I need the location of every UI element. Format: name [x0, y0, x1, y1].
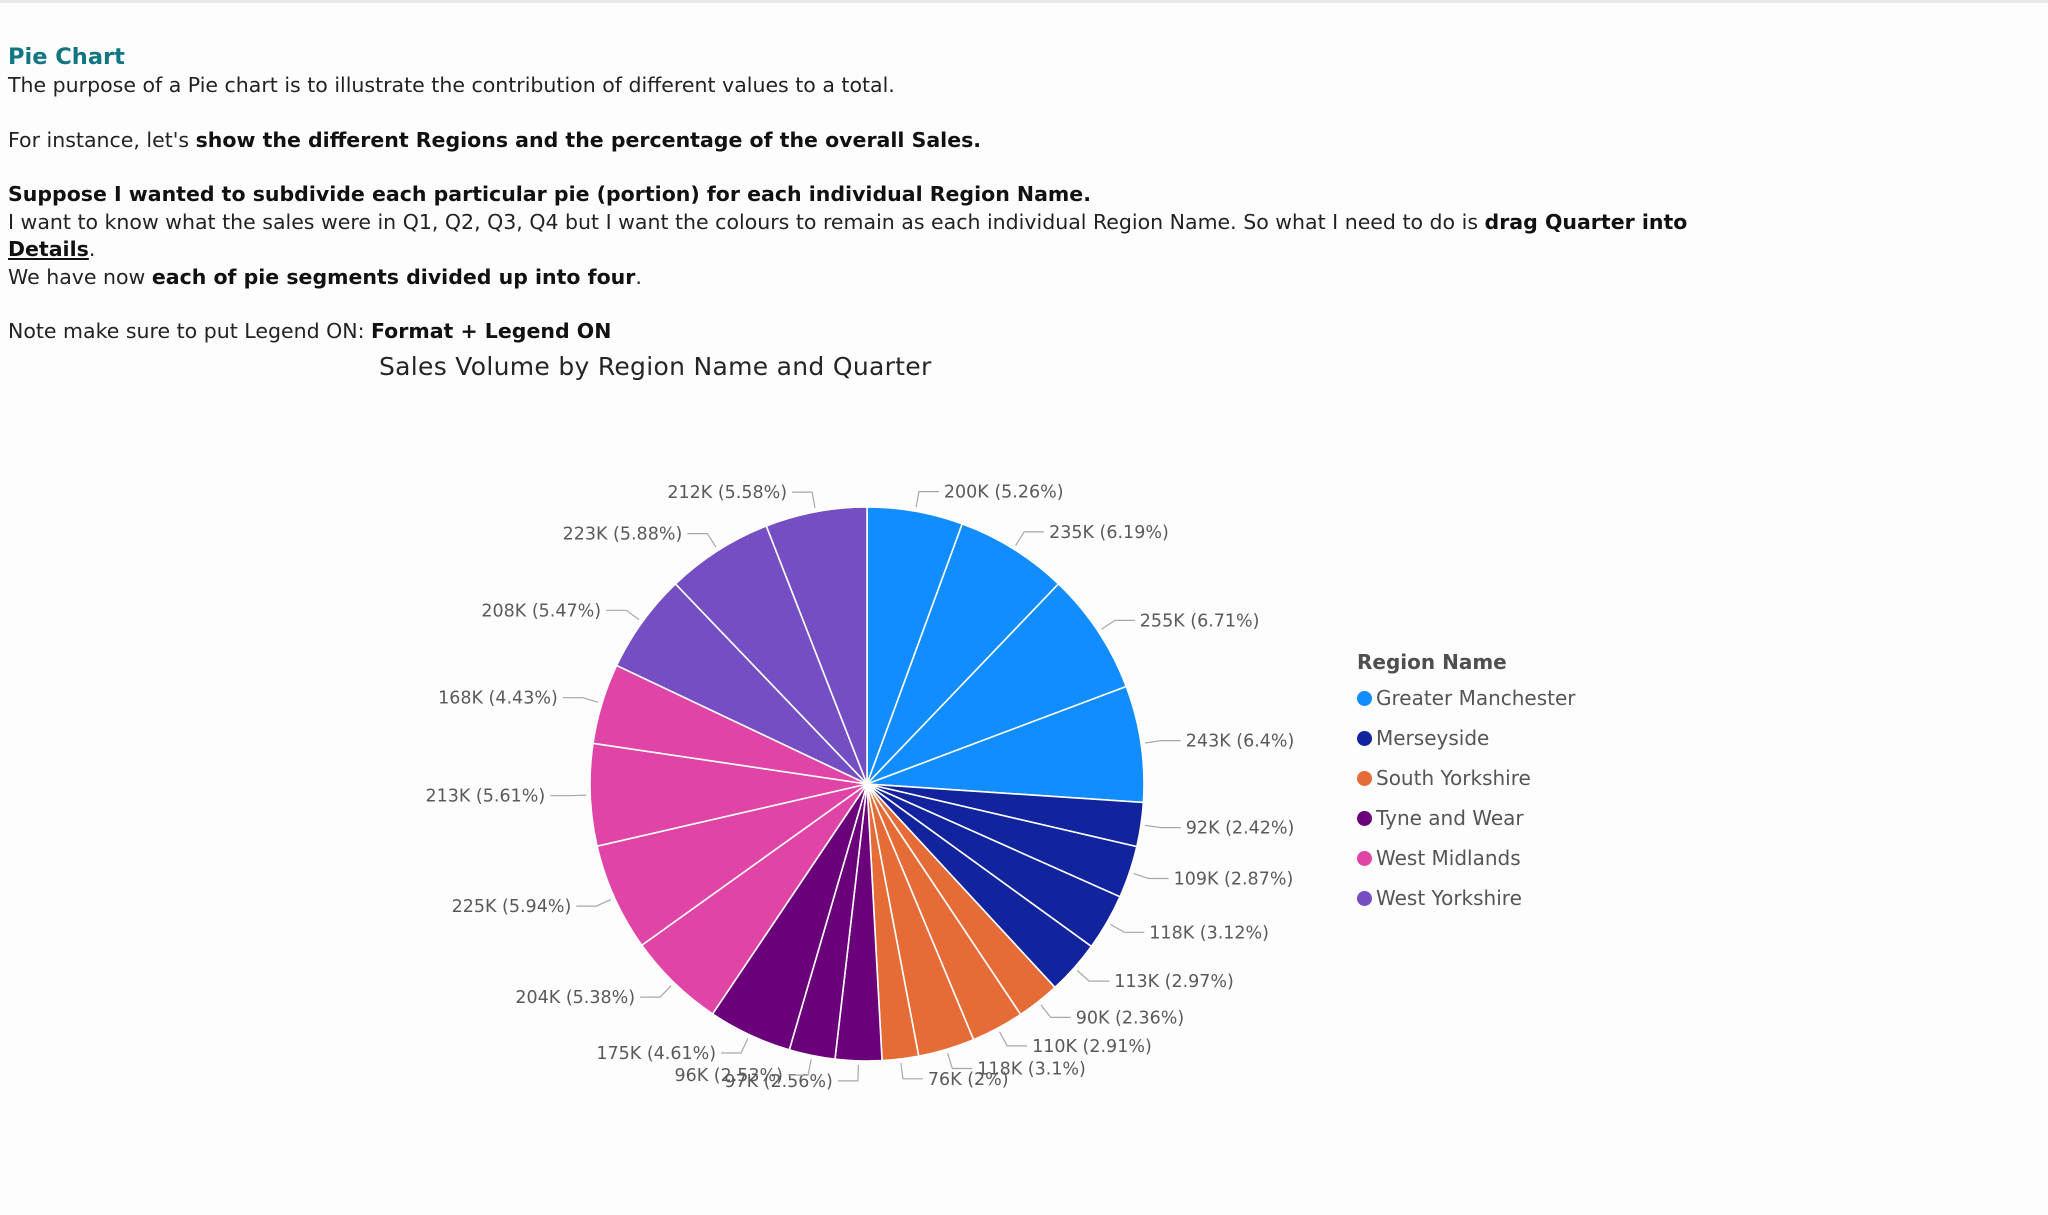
- legend-label-tyne-and-wear: Tyne and Wear: [1376, 806, 1524, 830]
- legend-dot-greater-manchester: [1357, 690, 1372, 706]
- pie-slice-greater-manchester-2[interactable]: [866, 522, 1060, 785]
- leader-line-18: [550, 794, 587, 797]
- leader-line-7: [1110, 923, 1145, 933]
- data-label-16: 204K (5.38%): [515, 988, 635, 1008]
- data-label-18: 213K (5.61%): [425, 787, 545, 807]
- leader-line-15: [721, 1038, 749, 1054]
- data-label-17: 225K (5.94%): [452, 897, 572, 917]
- segments-end: .: [635, 264, 642, 289]
- pie-slice-greater-manchester-4[interactable]: [866, 685, 1145, 804]
- legend-item-greater-manchester[interactable]: Greater Manchester: [1357, 678, 1576, 718]
- data-label-14: 96K (2.53%): [674, 1066, 783, 1086]
- leader-line-2: [1015, 531, 1045, 546]
- subdivide-line: Suppose I wanted to subdivide each parti…: [8, 181, 1708, 209]
- data-label-15: 175K (4.61%): [596, 1044, 716, 1064]
- leader-line-12: [900, 1062, 923, 1080]
- legend-label-south-yorkshire: South Yorkshire: [1376, 766, 1531, 790]
- instance-pre: For instance, let's: [8, 127, 196, 152]
- leader-line-19: [562, 697, 599, 703]
- legend-dot-west-yorkshire: [1357, 890, 1372, 906]
- leader-line-5: [1144, 824, 1181, 829]
- legend-item-tyne-and-wear[interactable]: Tyne and Wear: [1357, 798, 1576, 838]
- legend-dot-west-midlands: [1357, 850, 1372, 866]
- legend-label-west-midlands: West Midlands: [1376, 846, 1521, 870]
- pie-slices: [589, 506, 1145, 1062]
- legend-label-west-yorkshire: West Yorkshire: [1376, 886, 1522, 910]
- leader-line-6: [1133, 872, 1169, 880]
- leader-line-17: [576, 899, 612, 907]
- legend-dot-tyne-and-wear: [1357, 810, 1372, 826]
- instance-bold: show the different Regions and the perce…: [195, 127, 982, 152]
- intro-line: The purpose of a Pie chart is to illustr…: [8, 72, 1708, 100]
- leader-line-16: [640, 985, 672, 998]
- legend-item-west-midlands[interactable]: West Midlands: [1357, 838, 1576, 878]
- data-label-3: 255K (6.71%): [1140, 611, 1260, 631]
- pie-slice-greater-manchester-3[interactable]: [866, 582, 1128, 785]
- leader-line-1: [915, 491, 939, 508]
- pie-labels: 200K (5.26%) 235K (6.19%) 255K (6.71%) 243K…: [425, 483, 1294, 1092]
- leader-line-9: [1040, 1004, 1071, 1019]
- legend-note-bold: Format + Legend ON: [371, 319, 612, 343]
- instance-line: For instance, let's show the different R…: [8, 127, 1708, 155]
- quarter-pre: I want to know what the sales were in Q1…: [8, 209, 1485, 234]
- leader-line-8: [1076, 970, 1110, 982]
- data-label-5: 92K (2.42%): [1186, 819, 1295, 839]
- data-label-13: 97K (2.56%): [724, 1072, 833, 1092]
- quarter-bold: drag Quarter into: [1484, 209, 1688, 234]
- data-label-1: 200K (5.26%): [944, 483, 1064, 503]
- legend-note-pre: Note make sure to put Legend ON:: [8, 319, 371, 343]
- notes-text: Pie Chart The purpose of a Pie chart is …: [8, 42, 1708, 346]
- leader-line-3: [1101, 619, 1135, 630]
- segments-pre: We have now: [8, 264, 152, 289]
- segments-bold: each of pie segments divided up into fou…: [151, 264, 636, 289]
- quarter-end: .: [88, 237, 96, 261]
- data-label-9: 90K (2.36%): [1076, 1008, 1185, 1028]
- legend-label-greater-manchester: Greater Manchester: [1376, 686, 1576, 710]
- leader-line-22: [792, 491, 816, 508]
- subdivide-bold: Suppose I wanted to subdivide each parti…: [8, 182, 1091, 206]
- data-label-7: 118K (3.12%): [1149, 923, 1269, 943]
- leader-line-14: [788, 1059, 812, 1076]
- legend-dot-merseyside: [1357, 730, 1372, 746]
- leader-line-21: [687, 532, 717, 548]
- pie-slice-west-yorkshire-22[interactable]: [765, 506, 868, 785]
- legend-label-merseyside: Merseyside: [1376, 726, 1490, 750]
- leader-line-13: [837, 1064, 859, 1082]
- intro-text: The purpose of a Pie chart is to illustr…: [8, 73, 895, 97]
- data-label-22: 212K (5.58%): [667, 483, 787, 503]
- leader-line-20: [606, 609, 640, 621]
- details-link[interactable]: Details: [8, 237, 89, 261]
- segments-line: We have now each of pie segments divided…: [8, 264, 1708, 292]
- data-label-2: 235K (6.19%): [1049, 523, 1169, 543]
- top-border: [0, 0, 2048, 3]
- legend-note-line: Note make sure to put Legend ON: Format …: [8, 318, 1708, 346]
- legend-items: Greater Manchester Merseyside South Yorksh…: [1357, 678, 1576, 918]
- page-title: Pie Chart: [8, 44, 125, 70]
- leader-line-10: [999, 1031, 1028, 1047]
- data-label-11: 118K (3.1%): [977, 1060, 1086, 1080]
- data-label-10: 110K (2.91%): [1032, 1037, 1152, 1057]
- legend-dot-south-yorkshire: [1357, 770, 1372, 786]
- data-label-8: 113K (2.97%): [1114, 972, 1234, 992]
- leader-line-4: [1144, 739, 1181, 744]
- data-label-4: 243K (6.4%): [1186, 732, 1295, 752]
- legend-item-south-yorkshire[interactable]: South Yorkshire: [1357, 758, 1576, 798]
- chart-title: Sales Volume by Region Name and Quarter: [379, 352, 932, 381]
- legend-title: Region Name: [1357, 650, 1507, 674]
- data-label-12: 76K (2%): [928, 1070, 1009, 1090]
- data-label-19: 168K (4.43%): [438, 689, 558, 709]
- data-label-20: 208K (5.47%): [481, 601, 601, 621]
- leader-line-11: [947, 1053, 973, 1070]
- data-label-6: 109K (2.87%): [1174, 870, 1294, 890]
- legend: Region Name Greater Manchester Merseyside…: [1357, 650, 1576, 918]
- data-label-21: 223K (5.88%): [563, 525, 683, 545]
- legend-item-west-yorkshire[interactable]: West Yorkshire: [1357, 878, 1576, 918]
- quarter-line: I want to know what the sales were in Q1…: [8, 209, 1708, 264]
- legend-item-merseyside[interactable]: Merseyside: [1357, 718, 1576, 758]
